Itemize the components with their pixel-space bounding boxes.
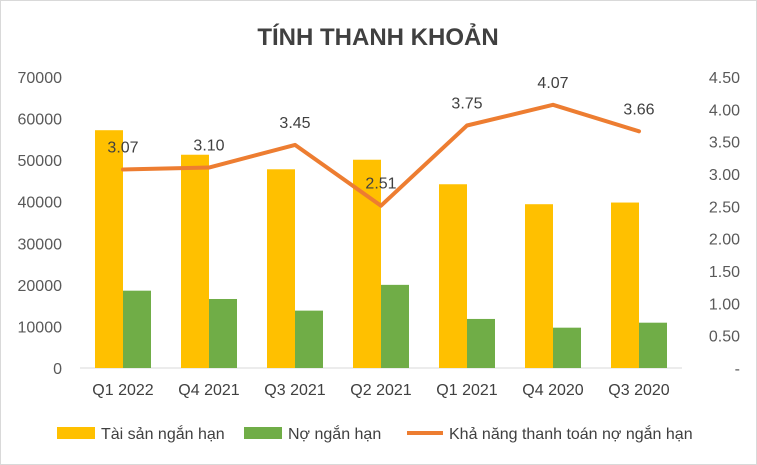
bar-series	[95, 130, 667, 368]
bar	[123, 290, 151, 368]
data-label: 3.07	[107, 139, 138, 156]
bar	[209, 298, 237, 368]
left-tick-label: 50000	[18, 153, 63, 170]
bar	[295, 310, 323, 368]
category-label: Q2 2021	[350, 382, 411, 399]
bar	[95, 130, 123, 368]
category-label: Q4 2020	[522, 382, 583, 399]
category-label: Q1 2022	[92, 382, 153, 399]
right-tick-label: 2.50	[709, 199, 740, 216]
data-label: 4.07	[537, 75, 568, 92]
category-label: Q1 2021	[436, 382, 497, 399]
right-tick-label: 1.50	[709, 264, 740, 281]
chart-title: TÍNH THANH KHOẢN	[257, 22, 498, 51]
category-label: Q3 2021	[264, 382, 325, 399]
bar	[467, 318, 495, 368]
left-tick-label: 30000	[18, 236, 63, 253]
series-line	[121, 102, 641, 208]
bar	[439, 184, 467, 368]
bar	[525, 204, 553, 368]
data-label: 3.10	[193, 138, 224, 155]
right-tick-label: -	[735, 361, 740, 378]
line-series: 3.07 3.10 3.45 2.51 3.75 4.07 3.66	[107, 75, 655, 208]
legend-label: Nợ ngắn hạn	[288, 424, 381, 443]
left-tick-label: 60000	[18, 112, 63, 129]
legend-label: Khả năng thanh toán nợ ngắn hạn	[449, 424, 693, 443]
bar	[267, 169, 295, 368]
right-tick-label: 3.50	[709, 135, 740, 152]
right-axis: - 0.50 1.00 1.50 2.00 2.50 3.00 3.50 4.00 4.50	[709, 70, 740, 378]
legend-swatch	[57, 427, 95, 439]
left-tick-label: 10000	[18, 319, 63, 336]
data-label: 2.51	[365, 176, 396, 193]
right-tick-label: 3.00	[709, 167, 740, 184]
category-labels: Q1 2022 Q4 2021 Q3 2021 Q2 2021 Q1 2021 Q4 20…	[92, 382, 669, 399]
bar	[553, 327, 581, 368]
legend: Tài sản ngắn hạn Nợ ngắn hạn Khả năng than…	[57, 424, 693, 443]
left-axis: 0 10000 20000 30000 40000 50000 60000 70000	[18, 70, 63, 378]
left-tick-label: 70000	[18, 70, 63, 87]
left-tick-label: 20000	[18, 278, 63, 295]
left-tick-label: 0	[53, 361, 62, 378]
bar	[381, 284, 409, 368]
data-label: 3.75	[451, 96, 482, 113]
left-tick-label: 40000	[18, 195, 63, 212]
category-label: Q3 2020	[608, 382, 669, 399]
data-label: 3.45	[279, 115, 310, 132]
right-tick-label: 0.50	[709, 329, 740, 346]
bar	[611, 202, 639, 368]
data-label: 3.66	[623, 101, 654, 118]
right-tick-label: 4.00	[709, 102, 740, 119]
right-tick-label: 4.50	[709, 70, 740, 87]
bar	[639, 322, 667, 368]
bar	[181, 154, 209, 368]
legend-swatch	[244, 427, 282, 439]
category-label: Q4 2021	[178, 382, 239, 399]
right-tick-label: 1.00	[709, 296, 740, 313]
right-tick-label: 2.00	[709, 232, 740, 249]
legend-label: Tài sản ngắn hạn	[101, 424, 225, 443]
